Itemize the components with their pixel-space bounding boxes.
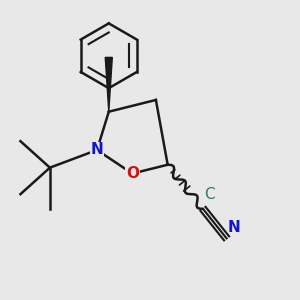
Polygon shape — [105, 57, 112, 112]
Text: O: O — [126, 166, 139, 181]
Text: N: N — [91, 142, 103, 158]
Text: C: C — [205, 187, 215, 202]
Text: N: N — [228, 220, 241, 236]
